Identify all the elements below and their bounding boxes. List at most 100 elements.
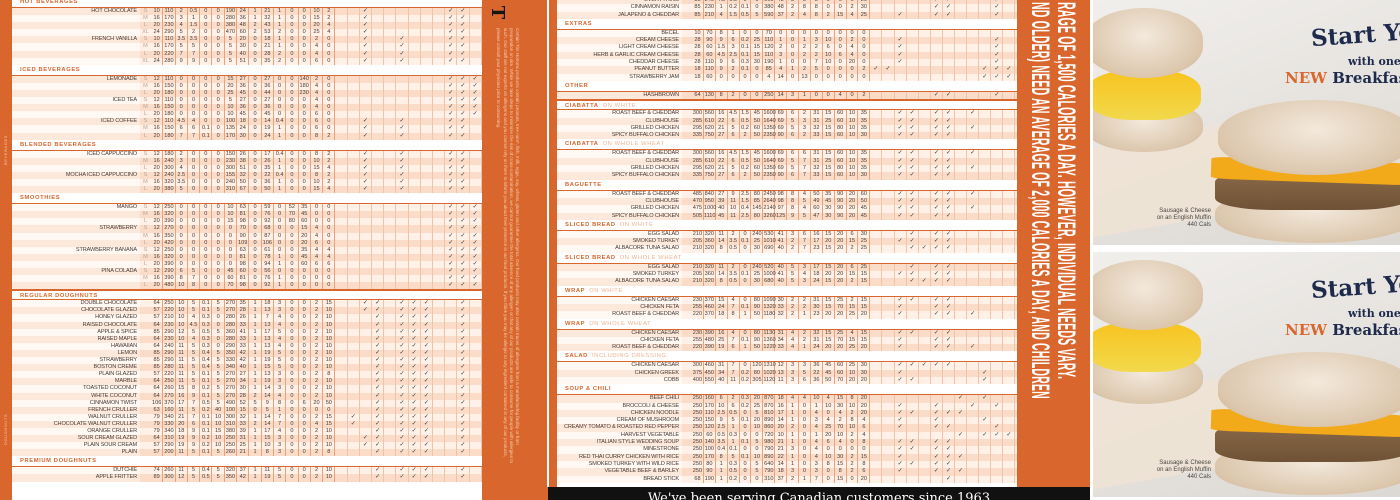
cell-value: 10: [323, 385, 336, 393]
cell-value: 0.5: [200, 474, 213, 482]
cell-value: 90: [237, 232, 250, 240]
cell-value: 5: [188, 474, 201, 482]
cell-value: 16: [151, 104, 164, 112]
cell-value: 0: [249, 218, 262, 226]
cell-value: 13: [262, 342, 274, 350]
cell-value: 0: [286, 260, 299, 268]
cell-value: 15: [823, 124, 835, 133]
check-icon: ✓: [895, 190, 907, 198]
cell-value: 15: [225, 75, 238, 83]
size-label: XL: [142, 29, 149, 36]
cell-value: 0.1: [740, 303, 752, 312]
cell-value: 6: [188, 420, 201, 428]
cell-value: 5: [799, 0, 811, 5]
check-cell: [955, 205, 968, 213]
cell-value: 25: [751, 402, 764, 410]
cell-value: 0: [212, 268, 225, 276]
check-cell: [882, 344, 895, 352]
cell-value: 2: [835, 417, 847, 425]
cell-value: 0: [286, 111, 299, 119]
check-icon: ✓: [421, 335, 433, 343]
check-icon: ✓: [931, 336, 943, 345]
check-icon: ✓: [979, 417, 992, 425]
check-icon: ✓: [931, 439, 943, 447]
cell-value: 320: [704, 278, 716, 286]
cell-value: 2: [274, 50, 287, 58]
spacer: [682, 213, 692, 220]
check-icon: ✓: [979, 369, 992, 377]
cell-value: 0: [286, 171, 299, 179]
cell-value: 3.5: [188, 36, 201, 44]
check-cell: [409, 253, 421, 261]
cell-value: 0: [751, 475, 764, 483]
cell-value: 1: [274, 36, 287, 44]
check-cell: [1003, 157, 1016, 166]
check-cell: [409, 150, 421, 158]
check-cell: [967, 417, 980, 425]
check-cell: [919, 4, 931, 12]
cell-value: 50: [751, 172, 764, 180]
table-row: M 16 320 3.5 0 0 0 240 50 0 36 1 0 0 10 2 ✓ ✓ ✓ ✓: [12, 178, 482, 187]
table-row: GRILLED CHICKEN 295 620 21 5 0.2 60 1350 69 5 7 32 1…: [557, 165, 1017, 173]
check-icon: ✓: [421, 300, 433, 308]
cell-value: 80: [751, 190, 764, 198]
cell-value: 5: [212, 385, 225, 393]
check-cell: [360, 204, 373, 212]
check-cell: [1003, 37, 1016, 45]
check-cell: [372, 282, 385, 290]
check-cell: [882, 190, 895, 198]
check-cell: [348, 406, 360, 414]
check-icon: ✓: [445, 75, 458, 83]
cell-value: 250: [225, 442, 238, 450]
check-icon: ✓: [895, 212, 907, 220]
check-icon: ✓: [445, 171, 458, 179]
check-cell: [445, 420, 458, 428]
cell-value: 1640: [763, 157, 776, 166]
section-title: BAGUETTE: [565, 181, 602, 188]
check-cell: [409, 22, 421, 30]
check-icon: ✓: [445, 225, 458, 233]
cell-value: 0: [212, 314, 225, 322]
cell-value: 16: [151, 15, 164, 23]
check-cell: [979, 402, 992, 410]
check-cell: [384, 218, 397, 226]
cell-value: 0: [299, 378, 311, 386]
size-label: S: [143, 246, 148, 253]
check-cell: [360, 314, 373, 322]
cell-value: 0: [286, 22, 299, 30]
cell-value: 10: [176, 321, 188, 329]
cell-value: 0: [274, 97, 287, 105]
cell-value: 60: [835, 117, 847, 125]
check-icon: ✓: [943, 205, 956, 213]
cell-value: 0: [299, 15, 311, 23]
spacer: [682, 264, 692, 271]
cell-value: 32: [237, 171, 250, 179]
table-row: BROCCOLI & CHEESE 250 170 10 6 0.2 25 870 16 1 0 1 1…: [557, 402, 1017, 410]
check-cell: [335, 57, 348, 65]
check-cell: [919, 417, 931, 425]
check-icon: ✓: [457, 268, 470, 276]
check-cell: [384, 442, 397, 450]
cell-value: 20: [835, 311, 847, 319]
check-cell: [384, 157, 397, 165]
cell-value: 1: [799, 344, 811, 352]
cell-value: 100: [225, 118, 238, 126]
check-cell: [384, 36, 397, 44]
check-cell: [433, 125, 446, 133]
spacer: [682, 476, 692, 483]
check-cell: [409, 171, 421, 179]
cell-value: 85: [151, 328, 164, 336]
cell-value: 470: [225, 29, 238, 37]
cell-value: 57: [151, 449, 164, 457]
check-cell: [396, 239, 409, 247]
cell-value: 1: [274, 275, 287, 283]
check-cell: [335, 427, 348, 436]
table-row: DUTCHIE 74 260 11 5 0.4 5 320 37 1 11 5 0 0 2 10 ✓ ✓ ✓ ✓ ✓: [12, 467, 482, 475]
check-cell: [470, 335, 482, 343]
check-cell: [384, 111, 397, 119]
cell-value: 8: [787, 205, 800, 213]
cell-value: 5: [188, 307, 201, 315]
cell-value: 36: [262, 82, 274, 90]
cell-value: 18: [716, 311, 728, 319]
cell-value: 15: [823, 150, 835, 158]
